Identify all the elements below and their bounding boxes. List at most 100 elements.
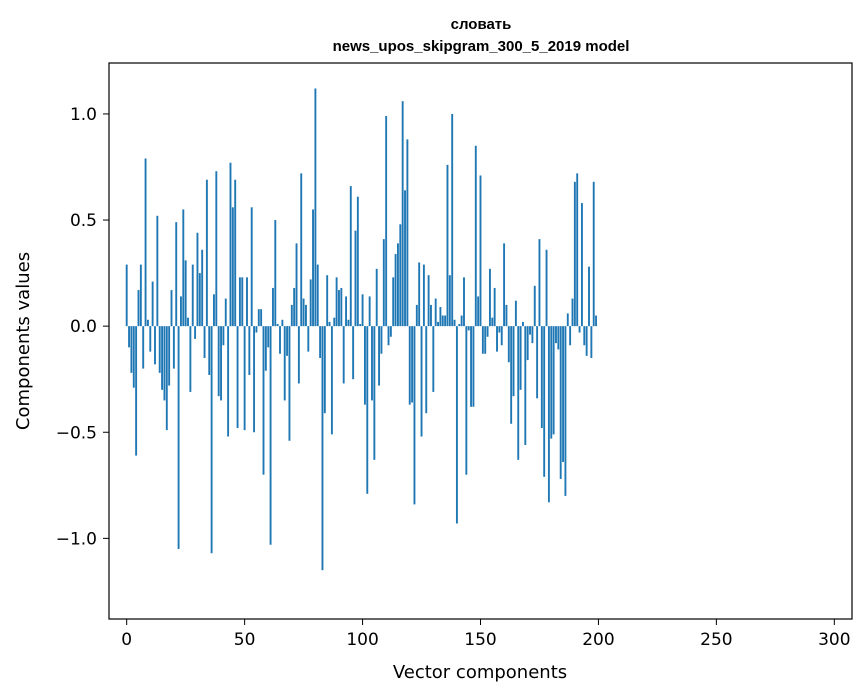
bar bbox=[448, 275, 451, 327]
bar bbox=[321, 326, 324, 571]
bar bbox=[142, 326, 145, 369]
bar bbox=[208, 326, 211, 375]
bar bbox=[540, 326, 543, 429]
y-tick-label: 0.5 bbox=[70, 211, 97, 231]
bar bbox=[220, 326, 222, 401]
bar bbox=[505, 304, 508, 327]
bar bbox=[222, 326, 225, 346]
bar bbox=[156, 215, 159, 327]
bar bbox=[543, 326, 546, 477]
bar bbox=[297, 326, 300, 384]
bar bbox=[194, 326, 197, 339]
bar bbox=[413, 326, 416, 505]
bar bbox=[500, 326, 503, 346]
bar bbox=[363, 326, 366, 405]
bar bbox=[481, 326, 484, 354]
bar bbox=[486, 326, 489, 337]
bar bbox=[503, 243, 506, 327]
bar bbox=[269, 326, 272, 545]
bar bbox=[411, 326, 414, 403]
bar bbox=[187, 317, 189, 327]
x-tick-label: 200 bbox=[582, 630, 614, 650]
bar bbox=[290, 304, 293, 327]
bar bbox=[264, 326, 267, 371]
bar bbox=[135, 326, 138, 456]
bar bbox=[191, 264, 194, 327]
bar bbox=[158, 326, 161, 373]
bar bbox=[125, 264, 128, 327]
bar bbox=[455, 326, 458, 524]
x-tick-label: 300 bbox=[818, 630, 850, 650]
bar bbox=[330, 326, 333, 435]
bar bbox=[286, 326, 289, 356]
bar bbox=[144, 158, 147, 327]
bar bbox=[293, 287, 296, 327]
bar bbox=[281, 319, 284, 327]
bar bbox=[453, 319, 456, 327]
bar bbox=[172, 326, 175, 369]
bar bbox=[198, 273, 201, 327]
bar bbox=[309, 279, 312, 327]
bar bbox=[592, 181, 595, 327]
bar bbox=[463, 277, 465, 327]
chart-title-line-2: news_upos_skipgram_300_5_2019 model bbox=[333, 38, 630, 55]
bar bbox=[180, 296, 182, 327]
y-tick-label: 1.0 bbox=[70, 105, 97, 125]
bar bbox=[484, 326, 487, 354]
bar bbox=[323, 326, 326, 414]
bar bbox=[387, 326, 390, 346]
bar bbox=[439, 307, 442, 327]
bar bbox=[255, 326, 258, 333]
bar bbox=[555, 326, 557, 344]
bar bbox=[137, 290, 140, 327]
bar bbox=[564, 326, 567, 496]
bar bbox=[231, 207, 234, 327]
bar bbox=[408, 326, 411, 405]
bar bbox=[182, 209, 185, 327]
bar bbox=[488, 268, 491, 327]
bar bbox=[328, 321, 331, 327]
chart-title-line-1: словать bbox=[451, 16, 512, 33]
bar bbox=[415, 304, 418, 327]
bar bbox=[295, 243, 298, 327]
bar bbox=[246, 277, 248, 327]
bar bbox=[356, 196, 359, 327]
y-axis-label: Components values bbox=[13, 252, 34, 430]
bar bbox=[512, 326, 515, 397]
bar bbox=[177, 326, 180, 549]
bar bbox=[307, 326, 310, 352]
bar bbox=[335, 277, 338, 327]
bar bbox=[347, 319, 350, 327]
bar bbox=[314, 88, 317, 327]
y-axis-ticks: −1.0 −0.5 0.0 0.5 1.0 bbox=[56, 105, 109, 549]
bar bbox=[163, 326, 166, 401]
bar bbox=[338, 290, 340, 327]
y-tick-label: −1.0 bbox=[56, 529, 97, 549]
bar bbox=[524, 326, 527, 445]
bar-series bbox=[125, 88, 598, 571]
bar bbox=[552, 326, 555, 435]
bar bbox=[510, 326, 513, 424]
bar bbox=[189, 326, 192, 392]
bar bbox=[477, 296, 480, 327]
bar bbox=[352, 326, 355, 380]
bar bbox=[151, 281, 154, 327]
bar bbox=[271, 287, 274, 327]
bar bbox=[165, 326, 168, 431]
bar bbox=[241, 277, 244, 327]
x-tick-label: 150 bbox=[464, 630, 496, 650]
bar bbox=[571, 298, 574, 327]
bar bbox=[201, 249, 204, 327]
bar bbox=[427, 275, 430, 327]
bar bbox=[451, 113, 454, 327]
bar bbox=[432, 326, 435, 392]
bar bbox=[161, 326, 164, 390]
bar bbox=[583, 326, 586, 346]
x-tick-label: 50 bbox=[234, 630, 256, 650]
bar bbox=[399, 224, 402, 327]
bar bbox=[406, 139, 409, 327]
bar bbox=[460, 315, 463, 327]
bar bbox=[547, 326, 550, 503]
bar bbox=[229, 162, 232, 327]
bar bbox=[368, 296, 371, 327]
